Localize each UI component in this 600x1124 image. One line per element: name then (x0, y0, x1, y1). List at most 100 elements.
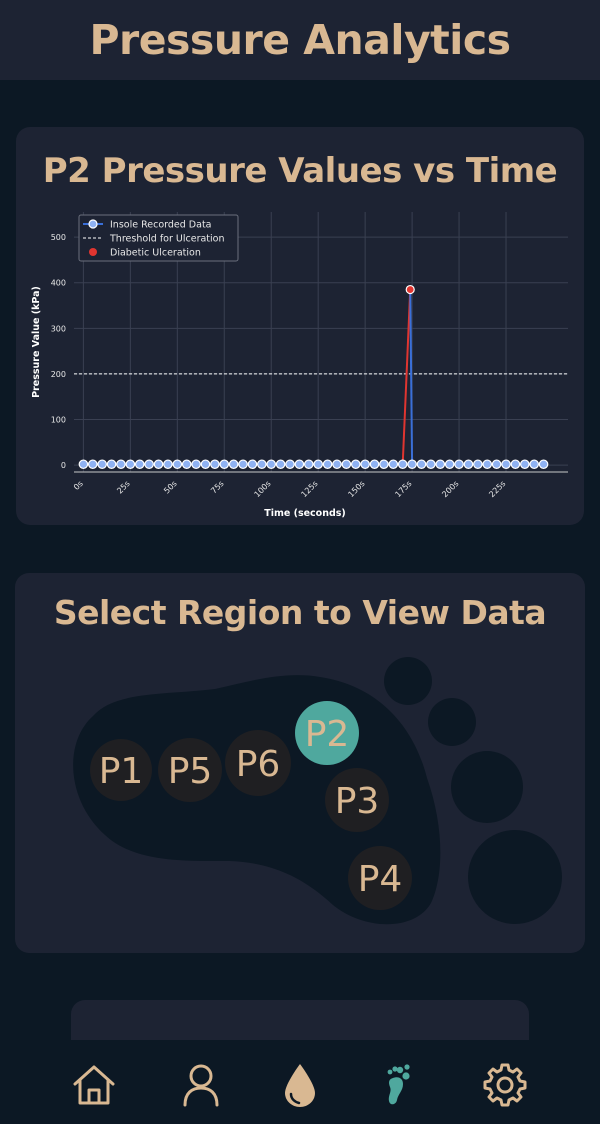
data-point (134, 459, 145, 470)
data-point (181, 459, 192, 470)
data-point (294, 459, 305, 470)
x-tick-label: 125s (299, 479, 319, 499)
data-point (247, 459, 258, 470)
foot-map: P1 P5 P6 P2 P3 P4 (73, 657, 562, 925)
x-tick-label: 25s (115, 479, 132, 496)
region-label: P2 (305, 714, 350, 755)
x-tick-label: 150s (346, 479, 366, 499)
data-point (313, 459, 323, 470)
data-point (341, 459, 352, 470)
data-point (322, 459, 333, 470)
x-tick-label: 225s (487, 479, 507, 499)
data-point (350, 459, 361, 470)
region-p6-button[interactable]: P6 (225, 730, 291, 796)
data-point (116, 459, 126, 470)
x-tick-label: 0s (72, 479, 85, 492)
legend-label: Threshold for Ulceration (109, 234, 225, 245)
x-tick-label: 175s (393, 479, 413, 499)
data-point (519, 459, 530, 470)
legend-box (78, 214, 239, 262)
data-point (191, 459, 201, 470)
data-point (426, 459, 436, 470)
y-tick-label: 100 (51, 416, 66, 425)
legend-label: Diabetic Ulceration (110, 248, 201, 259)
data-point (228, 459, 239, 470)
region-card: Select Region to View Data P1 P5 P6 P2 P3 P4 (15, 573, 585, 953)
region-bubble (158, 738, 222, 802)
data-point (444, 459, 455, 470)
data-point (78, 459, 89, 470)
data-point (388, 459, 399, 470)
legend-marker-icon (88, 219, 98, 229)
footprint-icon (387, 1064, 410, 1105)
data-point (153, 459, 164, 470)
nav-settings[interactable] (482, 1062, 528, 1108)
region-p1-button[interactable]: P1 (90, 739, 152, 801)
toe-1 (384, 657, 432, 705)
drop-icon (285, 1064, 315, 1107)
data-point (332, 459, 342, 470)
nav-home[interactable] (71, 1062, 117, 1108)
region-title: Select Region to View Data (53, 593, 547, 632)
data-point (538, 459, 549, 470)
data-point (87, 459, 98, 470)
y-axis-label: Pressure Value (kPa) (31, 286, 42, 398)
region-bubble (295, 701, 359, 765)
person-icon (183, 1064, 219, 1107)
region-bubble (225, 730, 291, 796)
y-tick-label: 400 (51, 279, 66, 288)
region-p4-button[interactable]: P4 (348, 846, 412, 910)
legend-label: Insole Recorded Data (110, 220, 212, 231)
data-point (238, 459, 248, 470)
x-tick-label: 100s (253, 479, 273, 499)
data-point (257, 459, 267, 470)
data-point (491, 459, 502, 470)
region-bubble (348, 846, 412, 910)
region-bubble (325, 768, 389, 832)
nav-footprint[interactable] (376, 1062, 422, 1108)
toe-2 (428, 698, 476, 746)
series-line-rise (401, 289, 412, 465)
chart-card: P2 Pressure Values vs Time 0 100 200 300 400… (16, 127, 584, 525)
y-tick-label: 500 (51, 233, 66, 242)
data-point (369, 459, 380, 470)
data-point (144, 459, 154, 470)
y-tick-label: 200 (51, 370, 66, 379)
region-p5-button[interactable]: P5 (158, 738, 222, 802)
data-point (501, 459, 511, 470)
data-point (125, 459, 136, 470)
page-title: Pressure Analytics (89, 16, 511, 64)
region-p3-button[interactable]: P3 (325, 768, 389, 832)
series-line-fall (409, 289, 414, 465)
data-point (482, 459, 493, 470)
data-point (454, 459, 464, 470)
app-header: Pressure Analytics (0, 0, 600, 80)
toe-3 (451, 751, 523, 823)
x-tick-label: 200s (440, 479, 460, 499)
x-tick-label: 50s (162, 479, 179, 496)
data-point (200, 459, 211, 470)
data-point (219, 459, 230, 470)
region-label: P5 (168, 751, 213, 792)
data-point (275, 459, 286, 470)
data-point (510, 459, 521, 470)
region-bubble (90, 739, 152, 801)
nav-hydration[interactable] (277, 1062, 323, 1108)
toe-4 (468, 830, 562, 924)
data-point (416, 459, 427, 470)
x-tick-label: 75s (209, 479, 226, 496)
region-p2-button[interactable]: P2 (295, 701, 359, 765)
nav-profile[interactable] (178, 1062, 224, 1108)
data-point (97, 459, 107, 470)
chart-legend: Insole Recorded Data Threshold for Ulcera… (78, 214, 239, 262)
region-label: P1 (99, 751, 144, 792)
data-point (463, 459, 474, 470)
data-point (266, 459, 277, 470)
data-point (379, 459, 389, 470)
home-icon (73, 1065, 115, 1105)
y-tick-label: 300 (51, 324, 66, 333)
bottom-nav (0, 1040, 600, 1124)
region-label: P4 (358, 859, 403, 900)
data-point (435, 459, 446, 470)
legend-dot-icon (89, 248, 97, 256)
